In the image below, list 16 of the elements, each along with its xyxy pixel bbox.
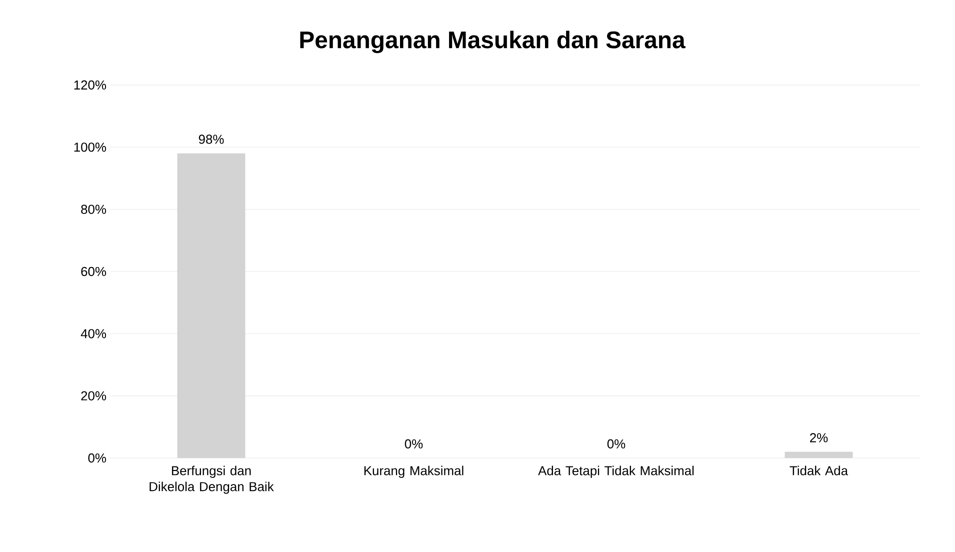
chart-title: Penanganan Masukan dan Sarana: [300, 30, 686, 54]
data-label: 98%: [198, 134, 224, 144]
y-tick-label: 120%: [74, 80, 106, 90]
data-label: 2%: [810, 433, 828, 442]
y-tick-label: 80%: [81, 204, 106, 214]
y-tick-label: 40%: [80, 329, 106, 338]
y-tick-label: 20%: [81, 391, 106, 400]
x-tick-label: Berfungsi dan Dikelola Dengan Baik: [150, 466, 274, 494]
y-tick-label: 100%: [74, 142, 106, 152]
data-label: 0%: [404, 439, 423, 448]
y-tick-label: 60%: [81, 266, 106, 276]
x-tick-label: Tidak Ada: [790, 466, 848, 476]
y-tick-label: 0%: [88, 453, 106, 463]
data-label: 0%: [607, 439, 626, 448]
x-tick-label: Kurang Maksimal: [364, 466, 464, 478]
x-tick-label: Ada Tetapi Tidak Maksimal: [538, 466, 694, 478]
